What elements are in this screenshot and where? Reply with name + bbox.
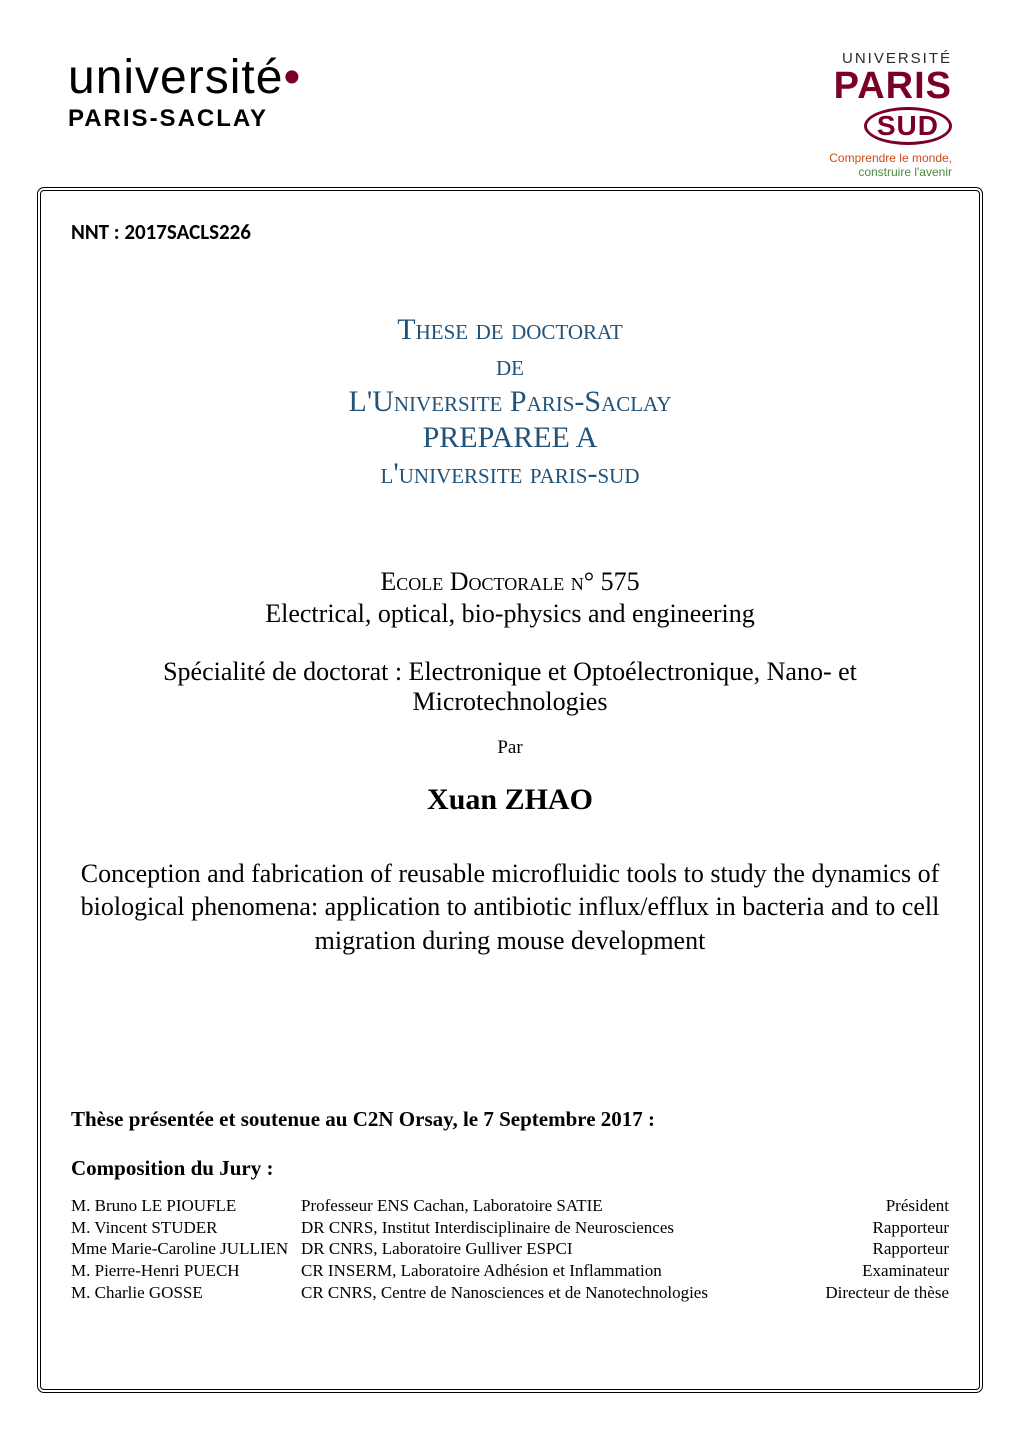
brand-line: université• bbox=[68, 50, 340, 105]
jury-affiliation: CR CNRS, Centre de Nanosciences et de Na… bbox=[301, 1282, 789, 1304]
title-line-1: These de doctorat bbox=[71, 313, 949, 347]
doctoral-school-name: Electrical, optical, bio-physics and eng… bbox=[71, 599, 949, 629]
jury-affiliation: Professeur ENS Cachan, Laboratoire SATIE bbox=[301, 1195, 789, 1217]
par-label: Par bbox=[71, 737, 949, 759]
jury-role: Président bbox=[789, 1195, 949, 1217]
logo-right-paris: PARIS bbox=[780, 67, 952, 105]
table-row: M. Vincent STUDER DR CNRS, Institut Inte… bbox=[71, 1217, 949, 1239]
jury-role: Examinateur bbox=[789, 1260, 949, 1282]
logo-right-tagline-1: Comprendre le monde, bbox=[780, 151, 952, 165]
title-line-4: PREPAREE A bbox=[71, 421, 949, 455]
school-block: Ecole Doctorale n° 575 Electrical, optic… bbox=[71, 567, 949, 957]
jury-role: Rapporteur bbox=[789, 1238, 949, 1260]
jury-role: Directeur de thèse bbox=[789, 1282, 949, 1304]
jury-affiliation: CR INSERM, Laboratoire Adhésion et Infla… bbox=[301, 1260, 789, 1282]
brand-sub: PARIS-SACLAY bbox=[68, 105, 340, 133]
title-line-2: de bbox=[71, 349, 949, 383]
page: université• PARIS-SACLAY UNIVERSITÉ PARI… bbox=[0, 0, 1020, 1443]
jury-name: M. Charlie GOSSE bbox=[71, 1282, 301, 1304]
defense-line: Thèse présentée et soutenue au C2N Orsay… bbox=[71, 1107, 949, 1132]
brand-text: université bbox=[68, 51, 283, 104]
jury-table: M. Bruno LE PIOUFLE Professeur ENS Cacha… bbox=[71, 1195, 949, 1304]
logo-universite-paris-sud: UNIVERSITÉ PARIS SUD Comprendre le monde… bbox=[780, 50, 980, 179]
jury-affiliation: DR CNRS, Institut Interdisciplinaire de … bbox=[301, 1217, 789, 1239]
content-frame: NNT : 2017SACLS226 These de doctorat de … bbox=[40, 190, 980, 1390]
jury-heading: Composition du Jury : bbox=[71, 1156, 949, 1181]
jury-name: Mme Marie-Caroline JULLIEN bbox=[71, 1238, 301, 1260]
author-name: Xuan ZHAO bbox=[71, 783, 949, 817]
header: université• PARIS-SACLAY UNIVERSITÉ PARI… bbox=[40, 50, 980, 180]
title-line-5: l'universite paris-sud bbox=[71, 457, 949, 491]
brand-dot-icon: • bbox=[283, 51, 301, 104]
jury-name: M. Vincent STUDER bbox=[71, 1217, 301, 1239]
thesis-title: Conception and fabrication of reusable m… bbox=[71, 857, 949, 957]
jury-affiliation: DR CNRS, Laboratoire Gulliver ESPCI bbox=[301, 1238, 789, 1260]
table-row: Mme Marie-Caroline JULLIEN DR CNRS, Labo… bbox=[71, 1238, 949, 1260]
table-row: M. Pierre-Henri PUECH CR INSERM, Laborat… bbox=[71, 1260, 949, 1282]
jury-role: Rapporteur bbox=[789, 1217, 949, 1239]
jury-name: M. Bruno LE PIOUFLE bbox=[71, 1195, 301, 1217]
nnt-number: NNT : 2017SACLS226 bbox=[71, 219, 949, 245]
logo-right-tagline-2: construire l'avenir bbox=[780, 165, 952, 179]
title-block: These de doctorat de L'Universite Paris-… bbox=[71, 313, 949, 491]
title-line-3: L'Universite Paris-Saclay bbox=[71, 385, 949, 419]
logo-universite-paris-saclay: université• PARIS-SACLAY bbox=[40, 50, 340, 170]
doctoral-school-number: Ecole Doctorale n° 575 bbox=[71, 567, 949, 597]
table-row: M. Bruno LE PIOUFLE Professeur ENS Cacha… bbox=[71, 1195, 949, 1217]
table-row: M. Charlie GOSSE CR CNRS, Centre de Nano… bbox=[71, 1282, 949, 1304]
jury-name: M. Pierre-Henri PUECH bbox=[71, 1260, 301, 1282]
logo-right-sud-wrap: SUD bbox=[780, 105, 952, 145]
logo-right-sud: SUD bbox=[877, 110, 939, 141]
speciality: Spécialité de doctorat : Electronique et… bbox=[71, 657, 949, 717]
